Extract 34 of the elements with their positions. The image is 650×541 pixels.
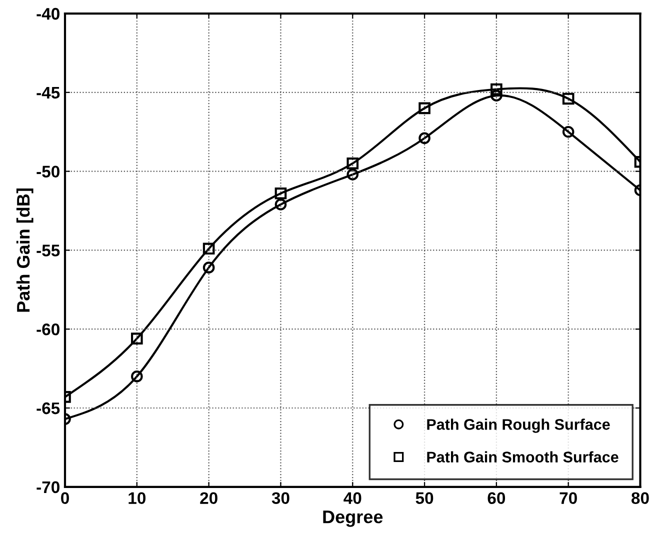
- point: [490, 90, 502, 102]
- x-tick-label: 50: [416, 492, 434, 504]
- legend-label: Path Gain Smooth Surface: [427, 451, 618, 462]
- point: [131, 370, 143, 382]
- y-tick-label: -60: [36, 324, 60, 336]
- y-tick-label: -65: [36, 402, 60, 414]
- point: [562, 92, 574, 105]
- x-tick-label: 70: [560, 492, 577, 504]
- x-tick-label: 10: [128, 492, 146, 504]
- point: [562, 126, 574, 138]
- point: [418, 102, 430, 114]
- point: [202, 262, 215, 274]
- legend-label: Path Gain Rough Surface: [427, 418, 610, 433]
- point: [274, 198, 287, 210]
- point: [418, 132, 430, 144]
- point: [131, 332, 143, 344]
- x-axis-title: Degree: [323, 510, 383, 527]
- y-tick-label: -45: [36, 86, 60, 99]
- x-tick-label: 60: [488, 492, 506, 504]
- point: [490, 83, 502, 96]
- y-tick-label: -70: [36, 481, 60, 494]
- y-tick-label: -50: [36, 166, 60, 178]
- y-axis-title: Path Gain [dB]: [16, 188, 34, 312]
- point: [346, 158, 359, 170]
- x-tick-label: 80: [632, 492, 649, 504]
- x-tick-label: 30: [272, 492, 290, 504]
- y-tick-label: -55: [36, 244, 60, 256]
- point: [202, 242, 215, 255]
- y-tick-label: -40: [36, 8, 60, 20]
- x-tick-label: 40: [344, 492, 362, 504]
- point: [274, 188, 287, 200]
- point: [346, 168, 359, 180]
- x-tick-label: 0: [61, 492, 69, 504]
- x-tick-label: 20: [200, 492, 218, 504]
